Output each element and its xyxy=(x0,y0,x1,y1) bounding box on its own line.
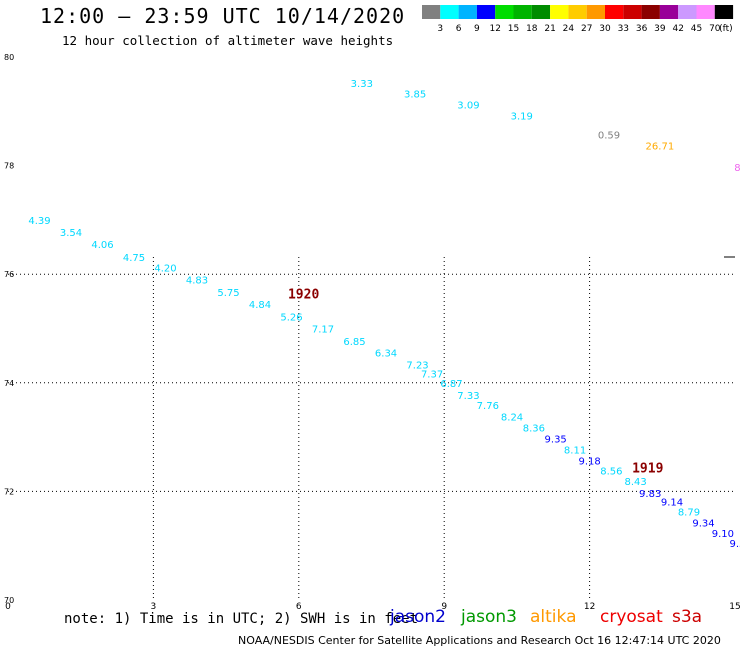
y-tick-label: 72 xyxy=(4,487,14,496)
scale-swatch xyxy=(513,5,532,19)
wave-height-label: 4.20 xyxy=(154,263,176,274)
wave-height-label: 3.33 xyxy=(351,79,373,90)
wave-height-label: 7.23 xyxy=(406,361,428,372)
scale-swatch xyxy=(422,5,441,19)
y-tick-label: 70 xyxy=(4,596,14,605)
credit-line: NOAA/NESDIS Center for Satellite Applica… xyxy=(238,634,721,647)
color-scale-legend: 3 6 9 12 15 18 21 24 27 30 33 36 39 42 45 70(ft) xyxy=(422,5,734,34)
scale-swatch xyxy=(714,5,734,19)
wave-height-label: 8.36 xyxy=(523,424,545,435)
scale-label: 15 xyxy=(508,24,519,34)
scale-label: 3 xyxy=(437,24,443,34)
wave-height-label: 9.34 xyxy=(692,519,714,530)
y-tick-label: 74 xyxy=(4,379,14,388)
satellite-cryosat: cryosat xyxy=(600,607,663,627)
wave-height-label: 0.59 xyxy=(598,130,620,141)
scale-swatch xyxy=(568,5,587,19)
wave-height-label: 9.83 xyxy=(639,489,661,500)
scale-swatch xyxy=(696,5,715,19)
scale-label: 39 xyxy=(654,24,666,34)
x-tick-label: 0 xyxy=(5,602,11,612)
scale-label: 9 xyxy=(474,24,480,34)
x-tick-label: 12 xyxy=(584,602,595,612)
satellite-s3a: s3a xyxy=(672,607,703,627)
wave-height-label: 4.75 xyxy=(123,253,145,264)
wave-height-label: 7.76 xyxy=(477,401,499,412)
scale-label: 45 xyxy=(691,24,702,34)
wave-height-label: 5.26 xyxy=(280,312,302,323)
x-tick-label: 3 xyxy=(151,602,157,612)
wave-height-label: 8.79 xyxy=(678,507,700,518)
wave-height-label: 6.87 xyxy=(440,379,462,390)
wave-height-label: 8.24 xyxy=(501,412,523,423)
scale-swatch xyxy=(458,5,477,19)
wave-height-label: 3.19 xyxy=(511,111,533,122)
wave-height-label: 9.14 xyxy=(661,498,683,509)
wave-height-label: 7.17 xyxy=(312,324,334,335)
wave-height-label: 8 xyxy=(734,163,740,174)
scale-label: 42 xyxy=(672,24,683,34)
scale-swatch xyxy=(678,5,697,19)
scale-swatch xyxy=(550,5,569,19)
pass-time-label: 1920 xyxy=(288,288,319,303)
wave-height-label: 8.56 xyxy=(600,467,622,478)
scale-label: 27 xyxy=(581,24,592,34)
y-tick-label: 80 xyxy=(4,53,14,62)
x-tick-label: 9 xyxy=(441,602,447,612)
wave-height-label: 4.84 xyxy=(249,300,271,311)
wave-height-label: 3.85 xyxy=(404,90,426,101)
scale-unit: (ft) xyxy=(719,24,733,34)
chart-title: 12:00 — 23:59 UTC 10/14/2020 xyxy=(40,4,406,28)
wave-height-label: 6.85 xyxy=(343,337,365,348)
scale-label: 18 xyxy=(526,24,538,34)
scale-swatch xyxy=(641,5,660,19)
wave-height-label: 7.37 xyxy=(421,369,443,380)
scale-swatch xyxy=(623,5,642,19)
scale-swatch xyxy=(440,5,459,19)
satellite-jason2: jason2 xyxy=(390,607,446,627)
wave-height-label: 9.18 xyxy=(578,456,600,467)
wave-height-label: 3.54 xyxy=(60,228,82,239)
scale-label: 36 xyxy=(636,24,648,34)
wave-height-label: 4.83 xyxy=(186,275,208,286)
chart-subtitle: 12 hour collection of altimeter wave hei… xyxy=(62,33,394,48)
scale-swatch xyxy=(659,5,679,19)
wave-height-label: 7.33 xyxy=(457,391,479,402)
wave-height-label: 6.34 xyxy=(375,349,397,360)
scale-label: 30 xyxy=(599,24,611,34)
scale-label: 21 xyxy=(544,24,555,34)
scale-label: 70 xyxy=(709,24,721,34)
wave-height-label: 4.39 xyxy=(28,216,50,227)
scale-label: 24 xyxy=(563,24,575,34)
scale-swatch xyxy=(586,5,605,19)
pass-time-label: 1919 xyxy=(632,461,663,476)
x-tick-label: 15 xyxy=(729,602,740,612)
wave-height-label: 9.10 xyxy=(712,529,734,540)
wave-height-label: 9.3 xyxy=(729,539,740,550)
y-tick-label: 78 xyxy=(4,162,14,171)
wave-height-label: 9.35 xyxy=(545,435,567,446)
wave-height-label: 26.71 xyxy=(646,141,675,152)
scale-swatch xyxy=(605,5,624,19)
satellite-altika: altika xyxy=(530,607,577,627)
footer-note: note: 1) Time is in UTC; 2) SWH is in fe… xyxy=(64,611,419,627)
x-tick-label: 6 xyxy=(296,602,302,612)
scale-swatch xyxy=(531,5,551,19)
scale-label: 33 xyxy=(618,24,629,34)
wave-height-label: 3.09 xyxy=(457,101,479,112)
wave-height-label: 8.43 xyxy=(625,477,647,488)
wave-height-label: 8.11 xyxy=(564,445,586,456)
scale-swatch xyxy=(495,5,514,19)
scale-label: 12 xyxy=(489,24,500,34)
scale-label: 6 xyxy=(456,24,462,34)
wave-height-label: 5.75 xyxy=(217,288,239,299)
y-tick-label: 76 xyxy=(4,270,14,279)
satellite-jason3: jason3 xyxy=(461,607,517,627)
wave-height-label: 4.06 xyxy=(91,240,113,251)
scale-swatch xyxy=(476,5,496,19)
